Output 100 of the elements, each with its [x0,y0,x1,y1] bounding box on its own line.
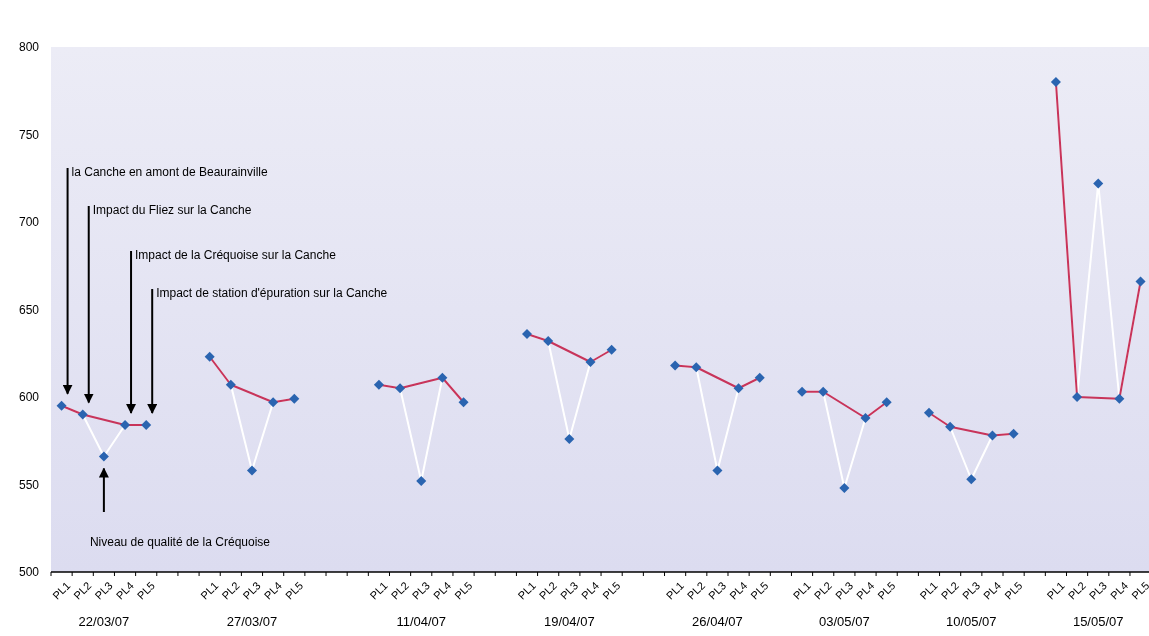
point [1072,391,1083,403]
annotation: Impact de station d'épuration sur la Canche [156,286,388,301]
x-tick-label: PL5 [282,579,306,602]
point [141,419,152,431]
x-tick-label: PL1 [50,579,73,602]
x-tick-label: PL1 [790,579,813,602]
x-tick-label: PL2 [811,579,835,602]
point [437,372,448,383]
x-tick-label: PL1 [515,579,538,602]
point [860,412,871,424]
point [1050,76,1061,88]
x-tick-label: PL4 [1107,579,1131,602]
point [1114,393,1125,404]
x-tick-label: PL2 [71,579,94,602]
point [373,379,384,390]
point [733,383,744,394]
x-tick-label: PL4 [113,579,136,602]
text: 03/05/07 [819,614,870,629]
x-tick-label: PL1 [367,579,390,602]
x-tick-label: PL3 [240,579,263,602]
point [945,421,956,432]
point [606,344,617,355]
x-tick-label: PL3 [1086,579,1110,602]
point [881,397,892,408]
annotation: Impact de la Créquoise sur la Canche [135,248,337,263]
point [543,335,554,347]
point [839,482,850,494]
point [987,430,998,441]
point [818,386,829,397]
x-tick-label: PL3 [832,579,856,602]
x-tick-label: PL1 [198,579,221,602]
text: 26/04/07 [692,614,743,629]
y-tick-label: 800 [18,40,40,55]
x-tick-label: PL3 [557,579,581,602]
x-tick-label: PL2 [219,579,242,602]
point [797,386,808,397]
x-tick-label: PL2 [684,579,708,602]
x-tick-label: PL5 [875,579,898,602]
y-tick-label: 700 [18,215,40,230]
point [56,400,67,411]
text: 19/04/07 [544,614,595,629]
y-tick-label: 550 [18,477,40,492]
x-tick-label: PL2 [1065,579,1088,602]
text: 10/05/07 [945,614,997,629]
point [98,451,109,462]
x-tick-label: PL1 [1044,579,1067,602]
x-tick-label: PL4 [980,579,1004,602]
x-tick-label: PL2 [388,579,411,602]
point [289,393,300,404]
x-tick-label: PL4 [430,579,454,602]
point [225,379,236,390]
point [670,360,681,371]
point [564,433,575,445]
x-tick-label: PL3 [705,579,729,602]
x-tick-label: PL5 [748,579,771,602]
text: 11/04/07 [396,614,447,629]
point [1135,276,1146,287]
x-tick-label: PL5 [452,579,475,602]
x-tick-label: PL1 [917,579,940,602]
point [1093,178,1104,189]
x-tick-label: PL5 [1129,579,1149,602]
x-tick-label: PL4 [261,579,284,602]
point [585,356,596,368]
annotation: Niveau de qualité de la Créquoise [89,535,271,550]
x-tick-label: PL3 [959,579,983,602]
x-tick-label: PL5 [134,579,158,602]
text: 22/03/07 [78,614,130,629]
point [268,397,279,408]
x-tick-label: PL3 [409,579,433,602]
point [395,383,406,394]
y-tick-label: 750 [18,127,40,142]
y-tick-label: 600 [18,390,40,405]
x-tick-label: PL3 [92,579,115,602]
y-tick-label: 500 [18,565,40,580]
point [246,465,257,476]
point [966,474,977,485]
x-tick-label: PL4 [579,579,602,602]
x-tick-label: PL2 [536,579,560,602]
text: 15/05/07 [1072,614,1124,629]
x-tick-label: PL5 [1002,579,1025,602]
point [458,397,469,408]
annotation: Impact du Fliez sur la Canche [92,203,252,218]
point [120,419,131,431]
point [1008,428,1019,439]
point [754,372,765,383]
point [712,465,723,476]
x-tick-label: PL4 [727,579,750,602]
point [522,328,533,340]
annotation: la Canche en amont de Beaurainville [71,165,269,180]
point [204,351,215,362]
point [691,362,702,373]
x-tick-label: PL2 [938,579,961,602]
text: 27/03/07 [226,614,278,629]
y-tick-label: 650 [18,302,40,317]
point [77,409,88,420]
x-tick-label: PL4 [854,579,877,602]
point [923,407,934,418]
x-tick-label: PL1 [663,579,686,602]
x-tick-label: PL5 [600,579,623,602]
point [416,475,427,487]
